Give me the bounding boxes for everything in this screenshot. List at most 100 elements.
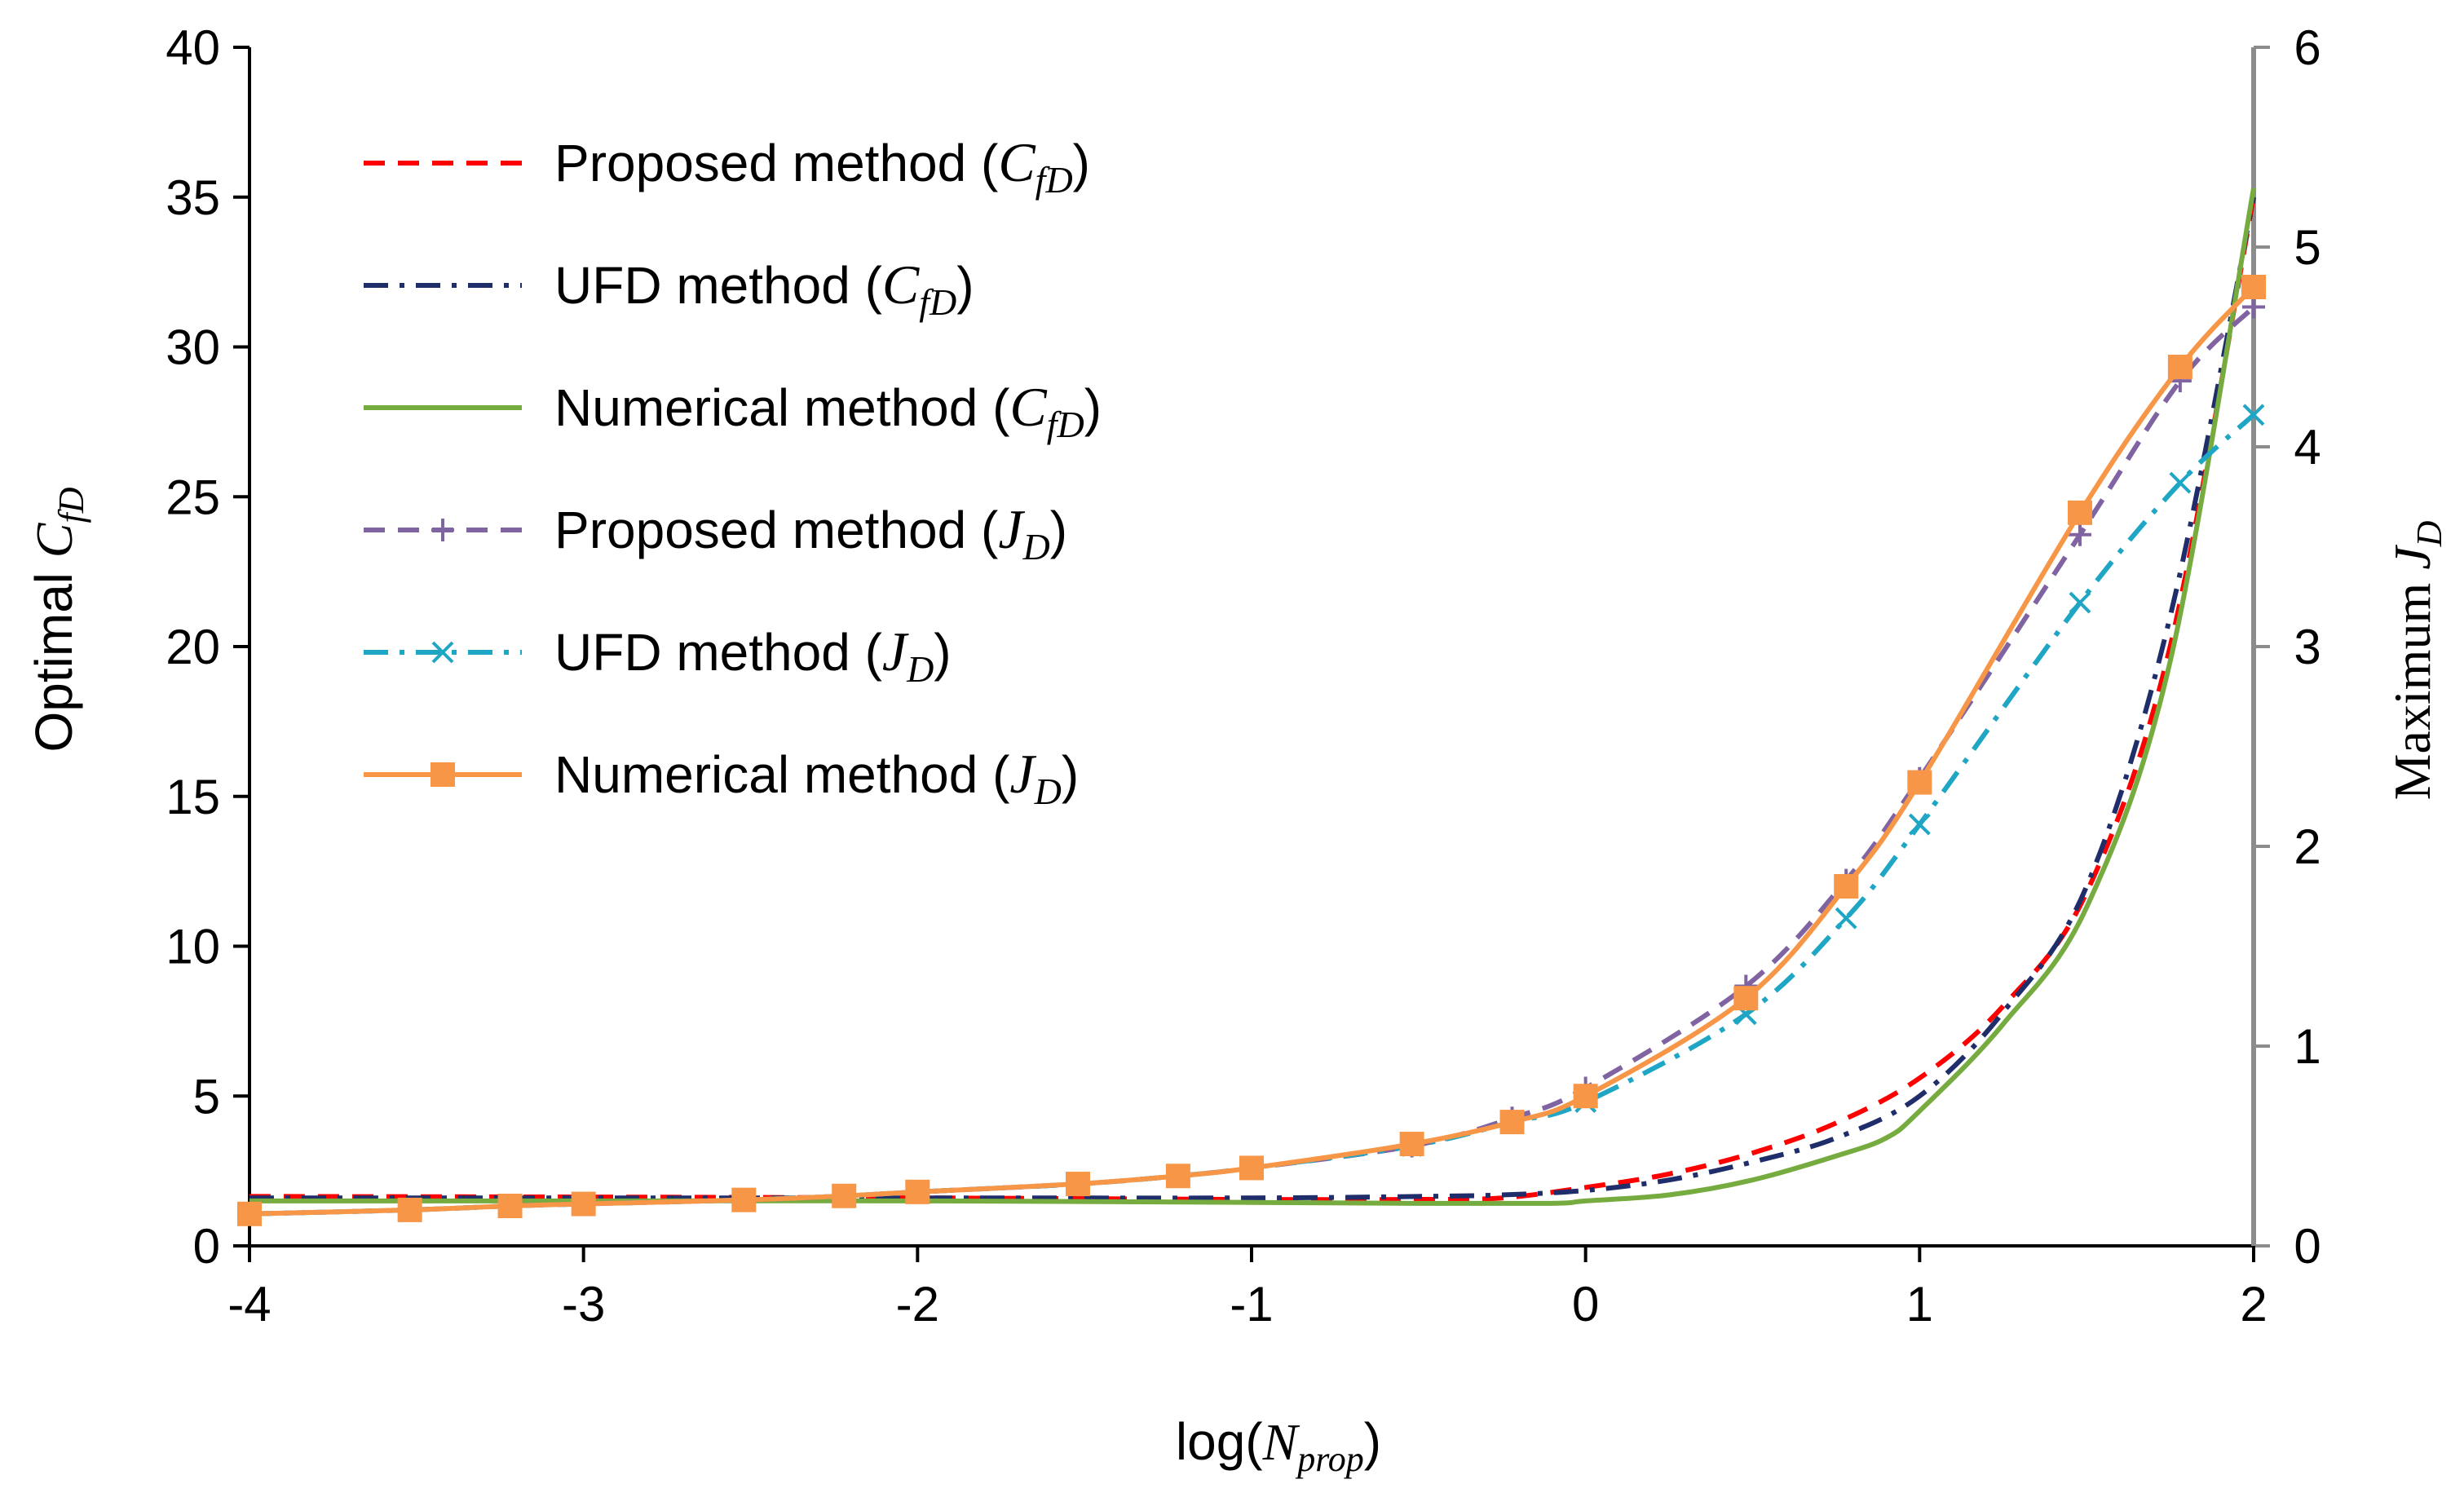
legend-entry-name: Proposed method ( [554, 501, 998, 559]
series-6-marker [1065, 1172, 1090, 1197]
legend-entry-close: ) [1073, 134, 1090, 192]
axes-layer: 0 5 10 15 20 25 30 35 40 0 1 2 3 4 5 6 -4 -3 -2 -1 0 1 2 [166, 20, 2320, 1331]
legend-entry-close: ) [1050, 501, 1067, 559]
y-right-tick-label: 3 [2294, 620, 2320, 674]
series-6-marker [1399, 1132, 1424, 1157]
x-tick-label: -2 [896, 1277, 939, 1331]
legend-entry-var: J [1009, 743, 1036, 805]
y-left-tick-label: 20 [166, 620, 220, 674]
legend-entry-sub: D [1022, 526, 1050, 567]
series-6-marker [731, 1187, 757, 1212]
legend-entry-close: ) [1084, 378, 1102, 437]
y-left-tick-label: 25 [166, 470, 220, 524]
series-6-line [249, 285, 2256, 1217]
legend-entry-4: Proposed method (JD) [554, 498, 1067, 567]
y-left-tick-label: 35 [166, 170, 220, 225]
legend-entry-1: Proposed method (CfD) [554, 131, 1090, 201]
legend: Proposed method (CfD)UFD method (CfD)Num… [364, 131, 1102, 812]
series-6-marker [1573, 1084, 1598, 1109]
series-6-marker [397, 1197, 422, 1222]
legend-entry-close: ) [934, 623, 951, 682]
series-layer [237, 188, 2266, 1226]
legend-entry-var: C [998, 131, 1035, 193]
y-left-tick-label: 10 [166, 920, 220, 974]
legend-marker-4 [431, 519, 454, 541]
series-6-marker [832, 1183, 857, 1208]
series-5-marker [2069, 591, 2091, 614]
series-3-line [249, 188, 2256, 1207]
y-left-tick-label: 15 [166, 770, 220, 824]
series-5-marker [2169, 471, 2192, 494]
y-right-tick-label: 1 [2294, 1019, 2320, 1074]
x-tick-label: 1 [1906, 1277, 1933, 1331]
x-axis-title-close: ) [1364, 1412, 1381, 1471]
y-axis-right-title: Maximum JD [2383, 520, 2449, 800]
x-axis-title: log(Nprop) [1176, 1412, 1381, 1479]
y-right-tick-label: 4 [2294, 420, 2320, 475]
series-6-marker [1239, 1155, 1264, 1181]
legend-entry-close: ) [1062, 745, 1079, 804]
legend-entry-var: C [1009, 376, 1047, 438]
legend-entry-var: J [998, 498, 1025, 560]
legend-entry-sub: fD [919, 281, 956, 323]
series-6-marker [2067, 500, 2092, 525]
legend-entry-sub: D [1034, 771, 1062, 812]
series-4-marker [2242, 295, 2265, 319]
legend-entry-5: UFD method (JD) [554, 620, 952, 690]
legend-entry-sub: fD [1047, 404, 1084, 445]
series-6-marker [1165, 1164, 1190, 1189]
series-6-marker [2241, 275, 2266, 299]
y-axis-right-title-var: J [2383, 545, 2441, 570]
legend-marker-5 [431, 641, 454, 664]
x-axis-title-sub: prop [1295, 1439, 1364, 1479]
series-5-marker [2242, 404, 2265, 426]
series-2-line [249, 197, 2256, 1201]
series-4-marker [2068, 523, 2091, 546]
y-axis-right-title-text: Maximum [2383, 570, 2441, 801]
legend-entry-name: UFD method ( [554, 623, 882, 682]
legend-entry-3: Numerical method (CfD) [554, 376, 1102, 445]
y-axis-right-title-sub: D [2409, 520, 2449, 547]
series-6-marker [2167, 355, 2192, 379]
y-right-tick-label: 2 [2294, 819, 2320, 874]
series-6-marker [905, 1179, 930, 1204]
y-right-tick-label: 6 [2294, 20, 2320, 75]
series-6-marker [1733, 986, 1759, 1011]
legend-entry-sub: D [906, 648, 934, 690]
legend-entry-name: UFD method ( [554, 256, 882, 315]
legend-entry-sub: fD [1035, 159, 1073, 201]
y-left-tick-label: 0 [193, 1219, 220, 1274]
series-5-marker [1835, 907, 1857, 930]
legend-entry-name: Numerical method ( [554, 378, 1009, 437]
legend-entry-var: J [882, 620, 909, 682]
y-left-tick-label: 30 [166, 320, 220, 375]
x-tick-label: -3 [562, 1277, 605, 1331]
legend-marker-6 [431, 762, 455, 787]
series-6-marker [571, 1191, 596, 1217]
legend-entry-2: UFD method (CfD) [554, 254, 974, 323]
series-1-line [249, 197, 2256, 1203]
series-5-line [249, 413, 2256, 1217]
legend-entry-var: C [882, 254, 920, 316]
series-6-marker [1834, 874, 1859, 899]
series-6-marker [237, 1201, 262, 1226]
x-tick-label: -1 [1230, 1277, 1273, 1331]
legend-entry-name: Numerical method ( [554, 745, 1009, 804]
y-left-tick-label: 5 [193, 1069, 220, 1124]
x-axis-title-var: N [1262, 1413, 1300, 1471]
x-tick-label: -4 [227, 1277, 271, 1331]
legend-entry-name: Proposed method ( [554, 134, 998, 192]
y-right-tick-label: 0 [2294, 1219, 2320, 1274]
y-axis-left-title-var: C [25, 522, 83, 558]
legend-entry-6: Numerical method (JD) [554, 743, 1079, 812]
y-right-tick-label: 5 [2294, 220, 2320, 275]
series-6-marker [1907, 770, 1932, 795]
y-left-tick-label: 40 [166, 20, 220, 75]
series-6-marker [497, 1194, 523, 1218]
y-axis-left-title-text: Optimal [24, 558, 83, 752]
legend-entry-close: ) [956, 256, 974, 315]
x-tick-label: 0 [1572, 1277, 1599, 1331]
series-6-marker [1499, 1110, 1525, 1135]
y-axis-left-title: Optimal CfD [24, 487, 91, 752]
